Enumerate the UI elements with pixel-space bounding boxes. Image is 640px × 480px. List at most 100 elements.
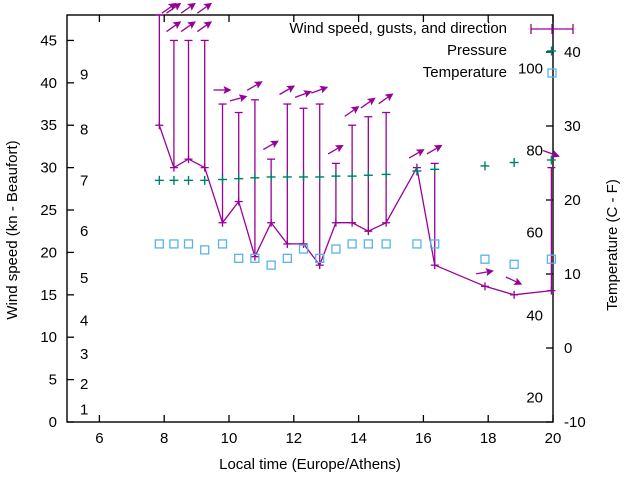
arrow-shaft xyxy=(166,24,177,33)
wind-direction-arrow xyxy=(246,81,263,91)
wind-direction-arrow xyxy=(378,93,394,105)
x-tick-label: 8 xyxy=(160,430,168,447)
wind-direction-arrow xyxy=(426,144,443,155)
y-left-tick-label: 40 xyxy=(40,75,57,92)
wind-direction-arrow xyxy=(476,268,494,277)
arrow-shaft xyxy=(196,5,208,14)
arrow-head xyxy=(303,90,312,98)
fahrenheit-label: 40 xyxy=(526,307,543,324)
arrow-shaft xyxy=(311,88,323,94)
temperature-marker xyxy=(509,259,519,269)
legend-label-0: Wind speed, gusts, and direction xyxy=(289,20,507,37)
y-axis-right-title: Temperature (C - F) xyxy=(604,179,621,311)
legend-label-2: Temperature xyxy=(423,64,507,81)
fahrenheit-label: 100 xyxy=(518,60,543,77)
arrow-head xyxy=(433,144,443,153)
temperature-marker xyxy=(200,245,210,255)
wind-direction-arrow xyxy=(542,149,560,158)
y-right-tick-label: 20 xyxy=(564,192,581,209)
arrow-head xyxy=(187,21,196,30)
wind-direction-arrow-top xyxy=(161,2,177,14)
beaufort-label: 3 xyxy=(80,346,88,363)
y-left-tick-label: 15 xyxy=(40,287,57,304)
y-left-tick-label: 25 xyxy=(40,202,57,219)
beaufort-label: 4 xyxy=(80,312,88,329)
temperature-marker xyxy=(154,239,164,249)
arrow-shaft xyxy=(542,149,555,156)
wind-direction-arrow xyxy=(360,97,376,109)
x-axis-ticks: 6 8 10 12 14 16 18 20 xyxy=(95,15,561,447)
wind-speed-line xyxy=(158,124,552,296)
fahrenheit-label: 60 xyxy=(526,225,543,242)
arrow-shaft xyxy=(166,5,177,14)
arrow-head xyxy=(350,106,360,114)
arrow-shaft xyxy=(294,92,307,98)
arrow-shaft xyxy=(180,24,192,33)
wind-direction-arrow xyxy=(262,140,279,151)
temperature-marker xyxy=(546,254,557,264)
arrow-head xyxy=(286,85,296,93)
temperature-marker xyxy=(217,239,228,249)
temperature-marker xyxy=(298,244,309,254)
legend-label-1: Pressure xyxy=(447,42,507,59)
beaufort-label: 7 xyxy=(80,172,88,189)
arrow-shaft xyxy=(161,5,173,14)
arrow-shaft xyxy=(262,143,275,151)
x-tick-label: 10 xyxy=(221,430,238,447)
x-axis-title: Local time (Europe/Athens) xyxy=(219,456,401,473)
wind-direction-arrow xyxy=(196,21,213,33)
temperature-marker xyxy=(412,239,422,249)
series-wind-speed xyxy=(155,14,556,299)
wind-direction-arrow xyxy=(344,106,360,117)
arrow-shaft xyxy=(229,97,242,102)
temperature-marker xyxy=(282,253,292,264)
wind-direction-arrow xyxy=(229,94,248,103)
arrow-head xyxy=(366,97,376,106)
temperature-marker xyxy=(430,239,440,249)
wind-direction-arrow xyxy=(279,85,296,96)
arrow-head xyxy=(238,94,248,103)
arrow-shaft xyxy=(426,147,438,155)
arrow-head xyxy=(485,268,494,277)
beaufort-label: 5 xyxy=(80,270,88,287)
y-left-tick-label: 35 xyxy=(40,117,57,134)
wind-direction-arrow-top xyxy=(180,2,196,14)
x-tick-label: 12 xyxy=(285,430,302,447)
wind-direction-arrow xyxy=(166,21,182,33)
temperature-marker xyxy=(315,253,325,264)
y-axis-left-ticks: 0 5 10 15 20 25 30 35 40 45 xyxy=(40,32,74,431)
x-tick-label: 16 xyxy=(415,430,432,447)
y-left-tick-label: 30 xyxy=(40,160,57,177)
temperature-marker xyxy=(234,253,244,264)
x-tick-label: 14 xyxy=(350,430,367,447)
arrow-head xyxy=(203,21,213,30)
y-left-tick-label: 10 xyxy=(40,329,57,346)
arrow-head xyxy=(253,81,263,89)
arrow-shaft xyxy=(476,271,489,275)
x-tick-label: 20 xyxy=(545,430,562,447)
beaufort-label: 6 xyxy=(80,223,88,240)
arrow-shaft xyxy=(360,100,372,109)
wind-direction-arrow xyxy=(294,90,312,98)
arrow-head xyxy=(334,144,344,153)
beaufort-label: 8 xyxy=(80,121,88,138)
arrow-head xyxy=(415,149,425,157)
arrow-shaft xyxy=(279,87,291,96)
plot-border xyxy=(66,14,554,423)
y-right-tick-label: -10 xyxy=(564,414,586,431)
temperature-marker xyxy=(266,260,276,270)
wind-direction-arrow xyxy=(505,276,523,285)
beaufort-label: 9 xyxy=(80,66,88,83)
legend-marker-temperature xyxy=(547,68,557,78)
wind-direction-arrow xyxy=(311,85,329,94)
arrow-head xyxy=(319,85,329,94)
temperature-marker xyxy=(347,239,357,249)
arrow-head xyxy=(223,86,232,94)
arrow-shaft xyxy=(344,108,355,117)
chart-legend: Wind speed, gusts, and direction Pressure… xyxy=(289,20,574,81)
y-left-tick-label: 20 xyxy=(40,244,57,261)
beaufort-scale-labels: 1 2 3 4 5 6 7 8 9 xyxy=(80,66,88,418)
y-right-tick-label: 30 xyxy=(564,118,581,135)
